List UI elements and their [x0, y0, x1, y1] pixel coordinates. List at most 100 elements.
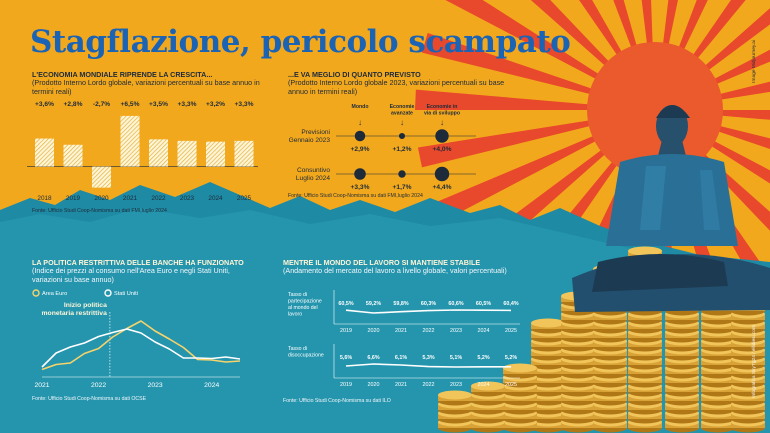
labour-participation-x-tick: 2021: [395, 328, 407, 334]
gdp-data-label: +2,8%: [64, 101, 83, 108]
legend-label: Area Euro: [42, 291, 67, 297]
inflation-panel-header: LA POLITICA RESTRITTIVA DELLE BANCHE HA …: [32, 258, 257, 284]
inflation-subtitle: (Indice dei prezzi al consumo nell'Area …: [32, 266, 230, 284]
infographic-credit: Infografica SkyTg24 / ellidiesi.com: [752, 325, 757, 398]
labour-heading: MENTRE IL MONDO DEL LAVORO SI MANTIENE S…: [283, 258, 481, 267]
forecast-column-label: via di sviluppo: [424, 111, 460, 117]
coin-top: [628, 246, 662, 256]
labour-unemployment-data-label: 5,1%: [450, 355, 462, 361]
forecast-row-label: Previsioni: [301, 129, 330, 136]
labour-participation-data-label: 60,6%: [448, 301, 463, 307]
forecast-row-label: Luglio 2024: [296, 175, 330, 182]
forecast-column-label: Mondo: [352, 104, 369, 110]
labour-unemployment-data-label: 6,1%: [395, 355, 407, 361]
coin-top: [438, 390, 472, 400]
gdp-heading: L'ECONOMIA MONDIALE RIPRENDE LA CRESCITA…: [32, 70, 213, 79]
legend-label: Stati Uniti: [114, 291, 138, 297]
labour-participation-data-label: 60,3%: [421, 301, 436, 307]
forecast-data-label: +4,0%: [433, 146, 452, 153]
labour-panel-header: MENTRE IL MONDO DEL LAVORO SI MANTIENE S…: [283, 258, 528, 276]
forecast-panel-header: ...E VA MEGLIO DI QUANTO PREVISTO (Prodo…: [288, 70, 508, 96]
inflation-heading: LA POLITICA RESTRITTIVA DELLE BANCHE HA …: [32, 258, 244, 267]
forecast-dot: [398, 170, 406, 178]
gdp-data-label: +3,3%: [235, 101, 254, 108]
down-arrow-icon: ↓: [440, 118, 444, 127]
forecast-data-label: +1,7%: [393, 184, 412, 191]
gdp-bar: [63, 144, 83, 167]
gdp-bar: [177, 140, 197, 167]
labour-participation-data-label: 60,5%: [476, 301, 491, 307]
labour-unemployment-data-label: 5,3%: [422, 355, 434, 361]
inflation-source: Fonte: Ufficio Studi Coop-Nomisma su dat…: [32, 396, 147, 402]
labour-participation-x-tick: 2019: [340, 328, 352, 334]
labour-participation-x-tick: 2020: [368, 328, 380, 334]
gdp-x-tick: 2025: [237, 195, 252, 202]
gdp-data-label: +3,2%: [206, 101, 225, 108]
gdp-data-label: -2,7%: [93, 101, 110, 108]
gdp-panel-header: L'ECONOMIA MONDIALE RIPRENDE LA CRESCITA…: [32, 70, 262, 96]
labour-participation-x-tick: 2023: [450, 328, 462, 334]
forecast-column-label: avanzate: [391, 111, 413, 117]
labour-participation-x-tick: 2022: [423, 328, 435, 334]
inflation-x-tick: 2021: [34, 382, 49, 389]
labour-unemployment-data-label: 6,6%: [367, 355, 379, 361]
inflation-x-tick: 2024: [204, 382, 219, 389]
forecast-subtitle: (Prodotto Interno Lordo globale 2023, va…: [288, 78, 505, 96]
forecast-row-label: Gennaio 2023: [289, 137, 331, 144]
illustration-credit: Image Midjourney.ai: [752, 40, 757, 83]
forecast-dot: [434, 166, 450, 182]
coin-top: [503, 363, 537, 373]
legend-marker: [104, 289, 112, 297]
labour-unemployment-line: [345, 363, 511, 368]
labour-participation-x-tick: 2025: [505, 328, 517, 334]
inflation-line-chart: Area Euro Stati Uniti Inizio politicamonet…: [32, 289, 241, 389]
labour-unemployment-x-tick: 2022: [423, 382, 435, 388]
inflation-x-tick: 2023: [148, 382, 163, 389]
gdp-bar: [92, 166, 111, 188]
forecast-source: Fonte: Ufficio Studi Coop-Nomisma su dat…: [288, 193, 423, 199]
page-title: Stagflazione, pericolo scampato: [30, 24, 571, 60]
down-arrow-icon: ↓: [358, 118, 362, 127]
labour-participation-data-label: 59,2%: [366, 301, 381, 307]
labour-participation-data-label: 60,4%: [503, 301, 518, 307]
gdp-x-tick: 2019: [66, 195, 81, 202]
labour-participation-label: partecipazione: [288, 299, 322, 305]
gdp-bar: [149, 139, 168, 167]
sun-ray: [641, 0, 655, 110]
gdp-bar: [206, 141, 225, 167]
labour-source: Fonte: Ufficio Studi Coop-Nomisma su dat…: [283, 398, 391, 404]
labour-participation-label: lavoro: [288, 312, 302, 318]
labour-unemployment-x-tick: 2020: [368, 382, 380, 388]
gdp-bar: [234, 140, 254, 167]
labour-unemployment-x-tick: 2023: [450, 382, 462, 388]
gdp-x-tick: 2020: [94, 195, 109, 202]
gdp-data-label: +6,5%: [121, 101, 140, 108]
forecast-data-label: +3,3%: [351, 184, 370, 191]
gdp-x-tick: 2021: [123, 195, 138, 202]
labour-unemployment-data-label: 5,6%: [340, 355, 352, 361]
gdp-x-tick: 2022: [151, 195, 166, 202]
forecast-column-label: Economie in: [427, 104, 458, 110]
gdp-subtitle: (Prodotto Interno Lordo globale, variazi…: [32, 78, 260, 96]
man-illustration: [572, 105, 770, 312]
labour-unemployment-x-tick: 2024: [478, 382, 490, 388]
forecast-data-label: +1,2%: [393, 146, 412, 153]
gdp-bar-chart: +3,6% 2018 +2,8% 2019 -2,7% 2020 +6,5% 2021 +3,5…: [27, 101, 258, 202]
coin-top: [471, 381, 505, 391]
inflation-x-tick: 2022: [91, 382, 106, 389]
gdp-data-label: +3,6%: [35, 101, 54, 108]
legend-marker: [32, 289, 40, 297]
labour-unemployment-label: disoccupazione: [288, 353, 324, 359]
forecast-heading: ...E VA MEGLIO DI QUANTO PREVISTO: [288, 70, 421, 79]
gdp-x-tick: 2023: [180, 195, 195, 202]
labour-participation-data-label: 59,8%: [393, 301, 408, 307]
labour-participation-line: [345, 309, 512, 314]
coin-top: [531, 318, 565, 328]
forecast-data-label: +4,4%: [433, 184, 452, 191]
forecast-dot: [354, 168, 366, 180]
labour-participation-label: Tasso di: [288, 292, 307, 298]
labour-unemployment-x-tick: 2021: [395, 382, 407, 388]
